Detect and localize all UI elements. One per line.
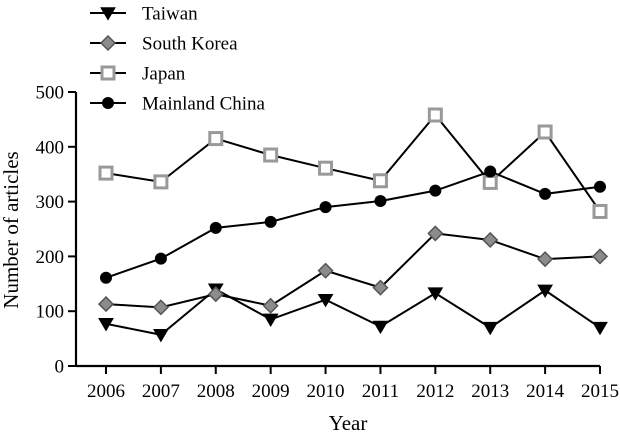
y-tick-label: 0: [55, 357, 65, 378]
data-point-mainland-china: [209, 221, 222, 234]
data-point-japan: [592, 203, 608, 219]
data-point-mainland-china: [374, 195, 387, 208]
legend-label: South Korea: [142, 34, 238, 55]
x-tick-label: 2006: [87, 381, 125, 402]
data-point-mainland-china: [429, 184, 442, 197]
x-tick-label: 2013: [471, 381, 509, 402]
data-point-taiwan: [98, 318, 114, 332]
x-tick-label: 2012: [416, 381, 454, 402]
series-line-south-korea: [105, 232, 601, 309]
data-point-taiwan: [317, 293, 334, 308]
data-point-south-korea: [372, 279, 389, 296]
data-point-mainland-china: [484, 165, 497, 178]
y-tick-label: 400: [36, 137, 65, 158]
data-point-south-korea: [207, 286, 224, 303]
x-tick-label: 2010: [307, 381, 345, 402]
data-point-taiwan: [262, 313, 279, 328]
data-point-japan: [537, 124, 553, 140]
x-tick-label: 2015: [581, 381, 619, 402]
x-tick-label: 2014: [526, 381, 565, 402]
y-tick-label: 500: [36, 83, 65, 104]
data-point-south-korea: [427, 225, 444, 242]
data-point-south-korea: [262, 297, 279, 314]
series-line-japan: [105, 113, 601, 213]
legend: Taiwan South Korea Japan Mainland China: [90, 4, 266, 115]
data-point-taiwan: [153, 329, 169, 343]
legend-item-mainland-china: Mainland China: [90, 94, 266, 115]
data-point-south-korea: [591, 248, 609, 265]
data-point-mainland-china: [539, 187, 552, 200]
x-tick-label: 2011: [362, 381, 399, 402]
data-point-taiwan: [427, 287, 444, 301]
series-line-mainland-china: [105, 170, 601, 279]
data-point-japan: [263, 147, 279, 163]
data-point-south-korea: [97, 296, 115, 313]
data-point-taiwan: [592, 321, 608, 336]
data-point-mainland-china: [264, 215, 277, 228]
y-tick-label: 100: [36, 302, 65, 323]
y-axis-title: Number of articles: [0, 151, 23, 308]
data-point-japan: [482, 174, 498, 190]
y-tick-label: 300: [36, 192, 65, 213]
data-point-japan: [98, 165, 114, 181]
data-point-south-korea: [482, 231, 499, 249]
x-tick-label: 2009: [252, 381, 290, 402]
legend-item-taiwan: Taiwan: [90, 4, 198, 25]
data-point-japan: [153, 174, 169, 190]
x-axis-title: Year: [329, 411, 368, 435]
data-point-japan: [427, 107, 443, 123]
legend-label: Japan: [142, 64, 186, 85]
data-point-south-korea: [317, 262, 334, 279]
data-point-japan: [318, 160, 334, 176]
data-point-south-korea: [537, 251, 554, 268]
y-tick-label: 200: [36, 247, 65, 268]
data-point-south-korea: [152, 299, 169, 316]
data-point-taiwan: [537, 284, 553, 299]
legend-marker: [99, 34, 117, 52]
data-point-mainland-china: [319, 201, 332, 214]
tick-labels: 0 100 200 300 400 500 2006 2007 2008 2009 2010 2011…: [36, 83, 620, 403]
legend-label: Taiwan: [142, 4, 198, 25]
legend-marker: [102, 97, 114, 109]
data-point-taiwan: [482, 321, 499, 336]
series-markers: [97, 107, 609, 343]
x-tick-label: 2007: [142, 381, 180, 402]
series-lines: [105, 113, 601, 336]
axes: [68, 91, 601, 374]
legend-marker: [100, 7, 116, 21]
data-point-mainland-china: [594, 180, 606, 193]
data-point-japan: [208, 131, 224, 147]
data-point-taiwan: [372, 320, 389, 335]
series-line-taiwan: [105, 288, 601, 336]
legend-item-japan: Japan: [90, 64, 186, 85]
legend-item-south-korea: South Korea: [90, 34, 238, 55]
legend-label: Mainland China: [142, 94, 266, 115]
data-point-japan: [372, 173, 388, 189]
data-point-mainland-china: [154, 252, 167, 265]
x-tick-label: 2008: [197, 381, 235, 402]
data-point-mainland-china: [100, 271, 112, 284]
legend-marker: [100, 65, 116, 81]
